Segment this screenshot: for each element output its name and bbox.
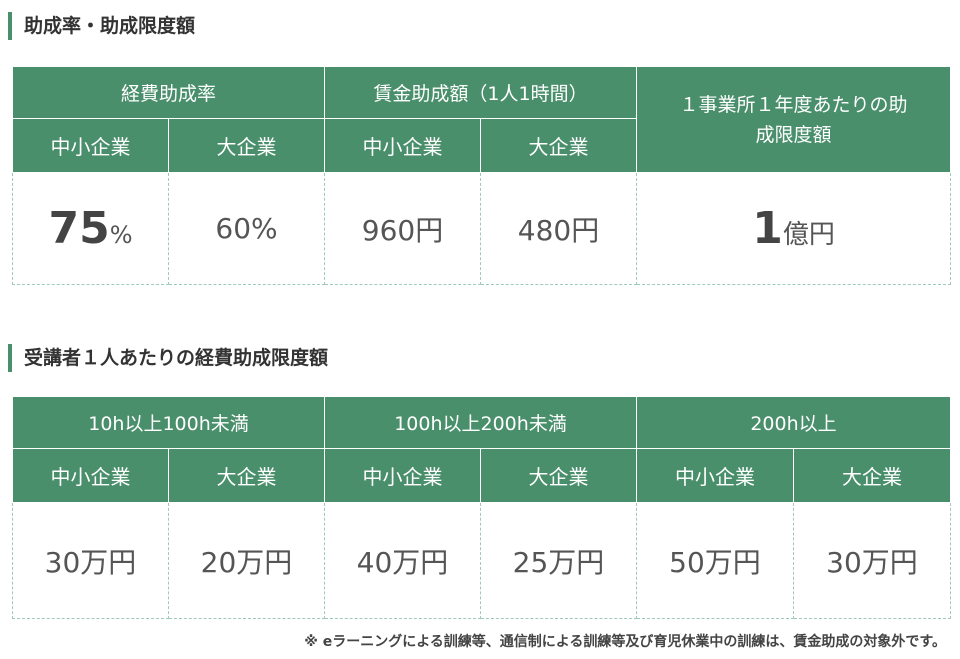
header-sme: 中小企業 xyxy=(324,448,481,503)
cell-range3-large: 30万円 xyxy=(793,502,951,619)
header-sme: 中小企業 xyxy=(12,448,169,503)
header-range-10-100: 10h以上100h未満 xyxy=(12,396,325,449)
cell-range2-large: 25万円 xyxy=(480,502,637,619)
expense-sme-value: 75 xyxy=(48,203,110,254)
header-large: 大企業 xyxy=(480,448,637,503)
subsidy-rate-table: 経費助成率 賃金助成額（1人1時間） １事業所１年度あたりの助成限度額 中小企業… xyxy=(11,66,952,285)
limit-value: 1 xyxy=(752,203,783,254)
cell-range3-sme: 50万円 xyxy=(636,502,794,619)
cell-range1-sme: 30万円 xyxy=(12,502,169,619)
header-sme: 中小企業 xyxy=(12,118,169,173)
header-large: 大企業 xyxy=(793,448,951,503)
cell-wage-large: 480円 xyxy=(480,172,638,285)
header-subsidy-limit: １事業所１年度あたりの助成限度額 xyxy=(636,66,952,173)
cell-expense-large: 60% xyxy=(167,172,326,285)
cell-wage-sme: 960円 xyxy=(324,172,482,285)
cell-subsidy-limit: 1億円 xyxy=(636,172,952,285)
per-trainee-limit-table: 10h以上100h未満 100h以上200h未満 200h以上 中小企業 大企業… xyxy=(12,396,951,619)
cell-range1-large: 20万円 xyxy=(168,502,325,619)
header-sme: 中小企業 xyxy=(324,118,482,173)
section-title-subsidy-rate: 助成率・助成限度額 xyxy=(8,12,195,40)
header-range-100-200: 100h以上200h未満 xyxy=(324,396,637,449)
section-title-per-trainee-limit: 受講者１人あたりの経費助成限度額 xyxy=(8,344,328,372)
header-sme: 中小企業 xyxy=(636,448,794,503)
cell-expense-sme: 75% xyxy=(12,172,169,285)
header-expense-rate: 経費助成率 xyxy=(11,66,326,119)
header-large: 大企業 xyxy=(167,118,326,173)
expense-sme-unit: % xyxy=(109,221,133,249)
header-large: 大企業 xyxy=(480,118,638,173)
header-wage-amount: 賃金助成額（1人1時間） xyxy=(324,66,638,119)
header-range-200-plus: 200h以上 xyxy=(636,396,951,449)
footnote: ※ eラーニングによる訓練等、通信制による訓練等及び育児休業中の訓練は、賃金助成… xyxy=(304,634,946,650)
header-large: 大企業 xyxy=(168,448,325,503)
limit-unit: 億円 xyxy=(782,220,835,250)
cell-range2-sme: 40万円 xyxy=(324,502,481,619)
